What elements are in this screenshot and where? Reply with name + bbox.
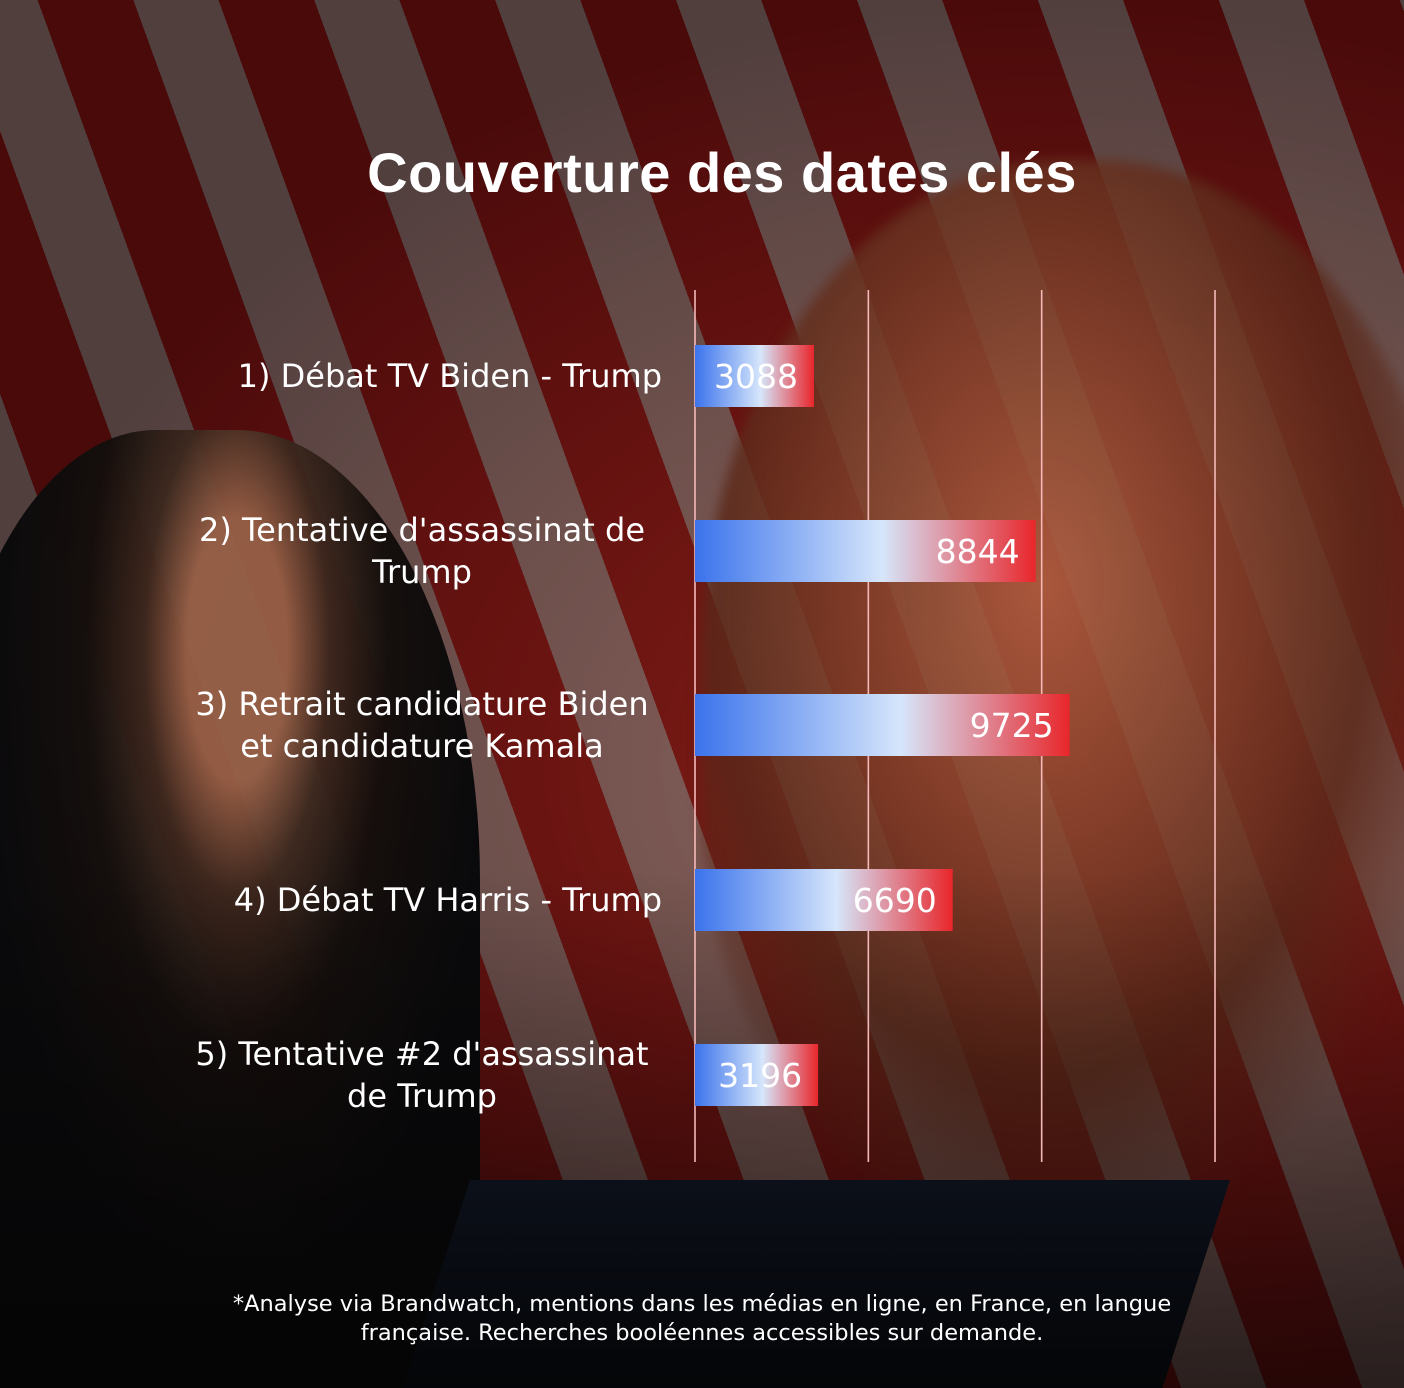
bar-5 [695, 1044, 819, 1106]
category-label-3: 3) Retrait candidature Biden et candidatu… [195, 685, 648, 765]
bars: 3088 8844 9725 6690 3196 [695, 345, 1070, 1106]
category-label-4: 4) Débat TV Harris - Trump [234, 881, 662, 919]
category-label-2: 2) Tentative d'assassinat de Trump [199, 511, 645, 591]
chart-title: Couverture des dates clés [367, 141, 1077, 204]
bar-value-label-5: 3196 [718, 1056, 802, 1095]
bar-value-label-4: 6690 [853, 881, 937, 920]
category-label-1: 1) Débat TV Biden - Trump [238, 357, 662, 395]
bar-4 [695, 869, 953, 931]
bar-2 [695, 520, 1036, 582]
footnote: *Analyse via Brandwatch, mentions dans l… [232, 1291, 1172, 1346]
bar-value-label-3: 9725 [970, 706, 1054, 745]
category-label-5: 5) Tentative #2 d'assassinat de Trump [195, 1035, 648, 1115]
bar-1 [695, 345, 814, 407]
bar-3 [695, 694, 1070, 756]
category-labels: 1) Débat TV Biden - Trump 2) Tentative d'… [195, 357, 662, 1115]
background-lower-shadow [0, 868, 1404, 1388]
bar-value-label-1: 3088 [714, 357, 798, 396]
bar-value-label-2: 8844 [936, 532, 1020, 571]
